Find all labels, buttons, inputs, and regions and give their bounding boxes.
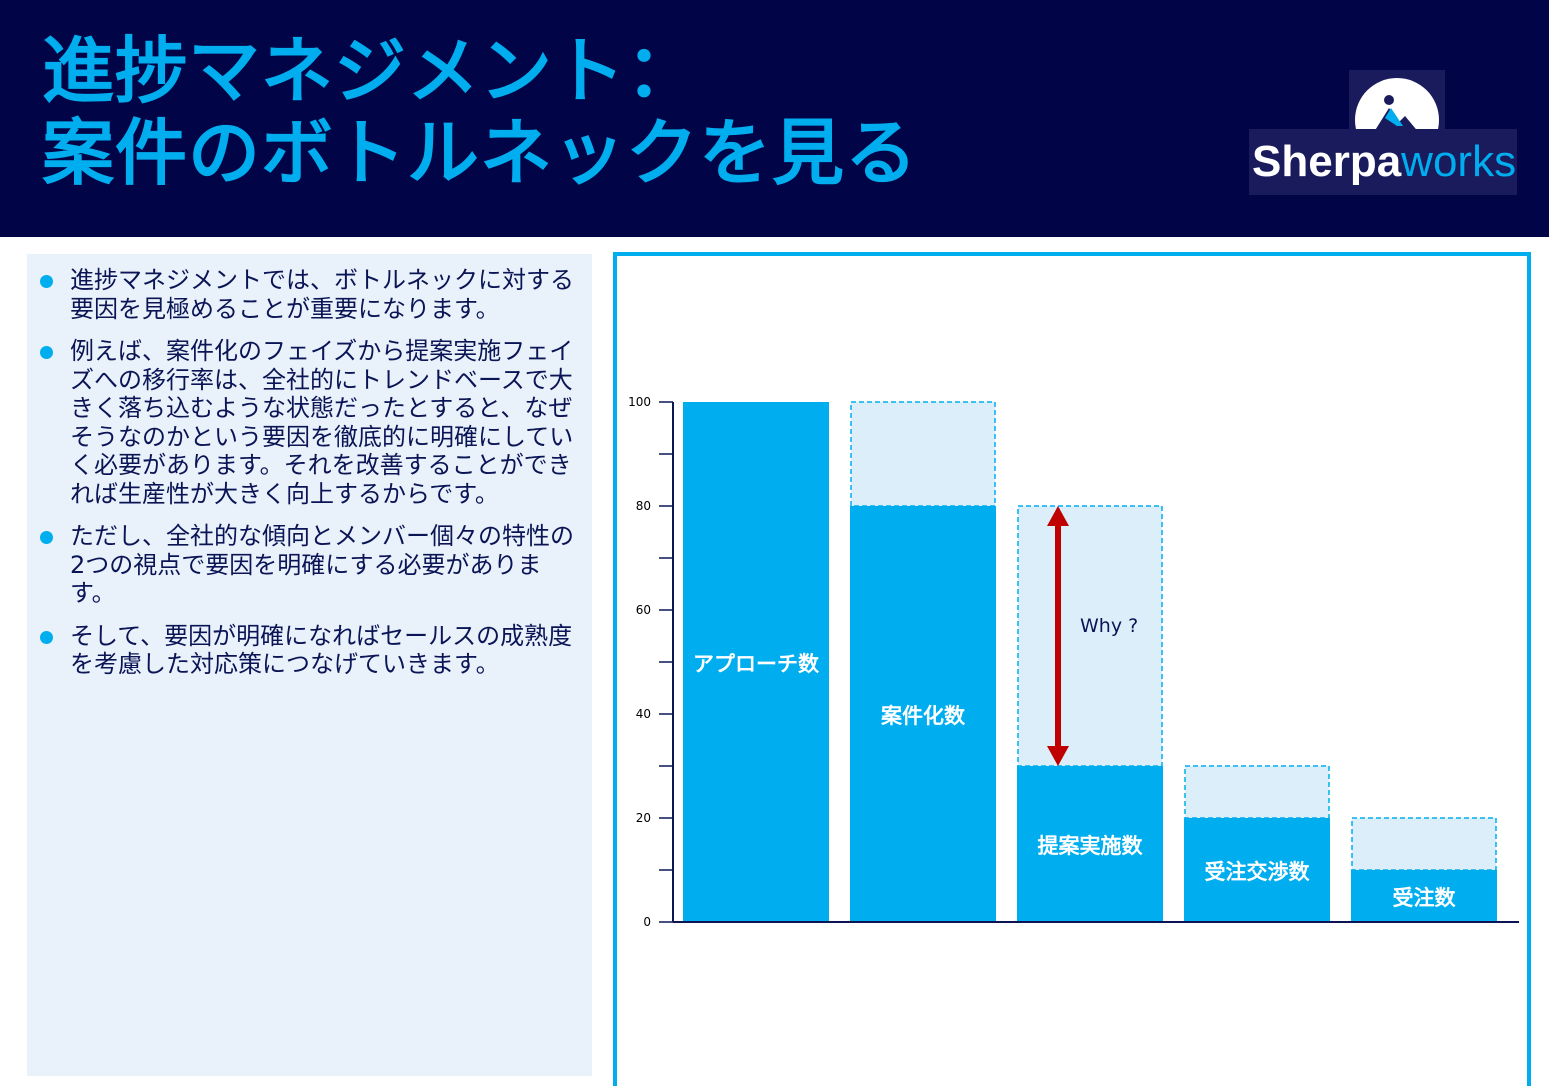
bullet-text: 進捗マネジメントでは、ボトルネックに対する要因を見極めることが重要になります。 xyxy=(70,266,574,323)
logo-band xyxy=(1249,129,1517,195)
bullet-dot-icon xyxy=(40,275,53,288)
data-bar xyxy=(1351,870,1497,922)
y-tick-label: 20 xyxy=(636,811,651,825)
y-tick-label: 80 xyxy=(636,499,651,513)
bar-category-label: 提案実施数 xyxy=(1038,834,1144,858)
page-title: 進捗マネジメント： 案件のボトルネックを見る xyxy=(42,30,918,194)
data-bar xyxy=(1184,818,1330,922)
bullet-item: 進捗マネジメントでは、ボトルネックに対する要因を見極めることが重要になります。 xyxy=(27,266,592,323)
data-bar xyxy=(683,402,829,922)
dropoff-bar xyxy=(1351,817,1497,871)
dropoff-bar xyxy=(1184,765,1330,819)
bullet-item: 例えば、案件化のフェイズから提案実施フェイズへの移行率は、全社的にトレンドベース… xyxy=(27,337,592,508)
bullet-dot-icon xyxy=(40,531,53,544)
annotation-arrow-up-head xyxy=(1047,506,1069,526)
bullet-item: そして、要因が明確になればセールスの成熟度を考慮した対応策につなげていきます。 xyxy=(27,622,592,679)
bullet-list: 進捗マネジメントでは、ボトルネックに対する要因を見極めることが重要になります。 … xyxy=(27,254,592,679)
bullet-text: 例えば、案件化のフェイズから提案実施フェイズへの移行率は、全社的にトレンドベース… xyxy=(70,337,574,508)
title-line-1: 進捗マネジメント： xyxy=(42,29,700,113)
bullet-dot-icon xyxy=(40,346,53,359)
dropoff-bar xyxy=(850,401,996,507)
bullet-text: そして、要因が明確になればセールスの成熟度を考慮した対応策につなげていきます。 xyxy=(70,621,573,679)
dropoff-bar xyxy=(1017,505,1163,767)
annotation-why-label: Why ? xyxy=(1080,615,1138,637)
y-tick-label: 100 xyxy=(628,395,651,409)
y-tick-label: 60 xyxy=(636,603,651,617)
logo-wordmark: Sherpaworks xyxy=(1252,134,1516,190)
bullet-dot-icon xyxy=(40,630,53,644)
bar-category-label: 受注数 xyxy=(1393,886,1457,910)
bar-category-label: 案件化数 xyxy=(880,704,966,728)
description-panel: 進捗マネジメントでは、ボトルネックに対する要因を見極めることが重要になります。 … xyxy=(27,254,592,1076)
logo-emblem xyxy=(1349,70,1445,162)
data-bar xyxy=(850,506,996,922)
logo-text-sherpa: Sherpa xyxy=(1252,137,1402,186)
title-line-2: 案件のボトルネックを見る xyxy=(42,111,919,195)
header-banner: 進捗マネジメント： 案件のボトルネックを見る Sherpaworks xyxy=(0,0,1549,237)
y-tick-label: 40 xyxy=(636,707,651,721)
annotation-arrow-down-head xyxy=(1047,746,1069,766)
y-tick-label: 0 xyxy=(643,915,651,929)
chart-frame: 0 20 40 60 80 100 アプローチ数案件化数提案実施数受注交渉数受注数 Why ? xyxy=(613,252,1531,1086)
bullet-text: ただし、全社的な傾向とメンバー個々の特性の2つの視点で要因を明確にする必要があり… xyxy=(70,522,574,607)
bullet-item: ただし、全社的な傾向とメンバー個々の特性の2つの視点で要因を明確にする必要があり… xyxy=(27,522,592,608)
sherpaworks-logo: Sherpaworks xyxy=(1249,70,1517,195)
bar-category-label: アプローチ数 xyxy=(693,652,820,676)
logo-text-works: works xyxy=(1401,137,1517,186)
bar-category-label: 受注交渉数 xyxy=(1205,860,1311,884)
data-bar xyxy=(1017,766,1163,922)
